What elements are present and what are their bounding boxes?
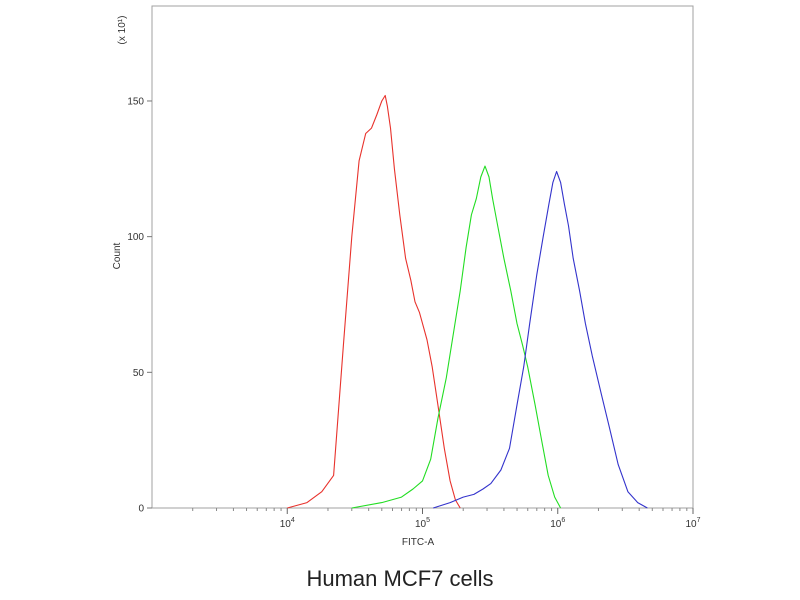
histogram-series-1 <box>287 94 461 509</box>
x-tick-exponent: 5 <box>426 517 430 524</box>
x-tick-label: 105 <box>415 517 430 530</box>
x-tick-label: 104 <box>280 517 295 530</box>
x-tick-label: 106 <box>550 517 565 530</box>
x-tick-exponent: 4 <box>291 517 295 524</box>
x-tick-label: 107 <box>685 517 700 530</box>
x-tick-base: 10 <box>415 519 427 530</box>
chart-caption: Human MCF7 cells <box>306 566 494 591</box>
x-tick-exponent: 7 <box>697 517 701 524</box>
y-tick-label: 150 <box>127 96 144 107</box>
y-multiplier-label: (x 10¹) <box>117 16 128 45</box>
histogram-series-3 <box>433 170 648 509</box>
y-tick-label: 50 <box>133 368 145 379</box>
x-tick-base: 10 <box>685 519 697 530</box>
x-tick-base: 10 <box>550 519 562 530</box>
x-axis-title: FITC-A <box>402 537 435 548</box>
series-layer <box>287 94 648 509</box>
x-axis-ticks: 104 105 106 107 <box>192 508 701 530</box>
y-tick-label: 0 <box>138 504 144 515</box>
plot-frame <box>151 5 694 509</box>
histogram-series-2 <box>351 165 562 509</box>
x-tick-base: 10 <box>280 519 292 530</box>
x-tick-exponent: 6 <box>561 517 565 524</box>
y-tick-label: 100 <box>127 232 144 243</box>
y-axis-ticks: 0 50 100 150 <box>127 96 152 515</box>
y-axis-title: Count <box>112 242 123 269</box>
